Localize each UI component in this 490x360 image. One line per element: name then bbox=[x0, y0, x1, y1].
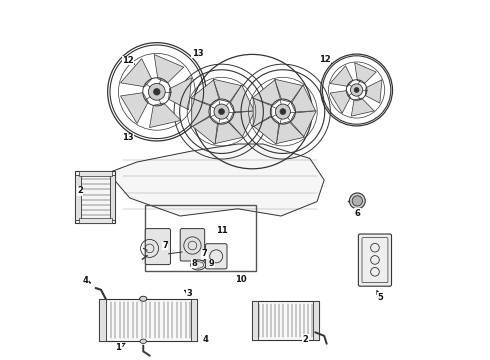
Polygon shape bbox=[191, 80, 219, 105]
Bar bbox=[99, 299, 197, 341]
Polygon shape bbox=[149, 103, 181, 127]
Polygon shape bbox=[193, 117, 218, 144]
Text: 10: 10 bbox=[235, 274, 246, 284]
Circle shape bbox=[280, 109, 286, 114]
Polygon shape bbox=[230, 85, 254, 112]
Circle shape bbox=[214, 104, 229, 119]
Text: 5: 5 bbox=[377, 292, 383, 302]
Bar bbox=[314, 301, 319, 340]
Polygon shape bbox=[169, 78, 192, 110]
Bar bbox=[145, 205, 256, 271]
Circle shape bbox=[148, 84, 165, 100]
Ellipse shape bbox=[191, 260, 206, 270]
Polygon shape bbox=[330, 66, 353, 86]
Circle shape bbox=[350, 84, 363, 96]
Text: 2: 2 bbox=[302, 335, 308, 343]
Text: 6: 6 bbox=[354, 209, 360, 217]
Text: 4: 4 bbox=[202, 335, 208, 343]
Text: 1: 1 bbox=[115, 343, 121, 352]
Polygon shape bbox=[351, 98, 374, 116]
Text: 12: 12 bbox=[319, 55, 331, 64]
Bar bbox=[75, 175, 81, 220]
Circle shape bbox=[275, 104, 291, 119]
Polygon shape bbox=[213, 79, 241, 102]
Bar bbox=[79, 171, 112, 176]
Polygon shape bbox=[215, 122, 243, 144]
Bar bbox=[191, 299, 197, 341]
Circle shape bbox=[352, 196, 363, 206]
Polygon shape bbox=[121, 59, 151, 87]
Polygon shape bbox=[276, 122, 304, 144]
Polygon shape bbox=[365, 80, 382, 103]
Text: 7: 7 bbox=[202, 249, 208, 258]
Text: 12: 12 bbox=[122, 56, 134, 65]
Polygon shape bbox=[252, 80, 280, 105]
FancyBboxPatch shape bbox=[145, 229, 171, 265]
Text: 4: 4 bbox=[83, 276, 89, 284]
Text: 13: 13 bbox=[122, 133, 134, 142]
FancyBboxPatch shape bbox=[205, 244, 227, 269]
Circle shape bbox=[219, 109, 224, 114]
Polygon shape bbox=[253, 98, 272, 127]
Text: 2: 2 bbox=[77, 186, 83, 195]
Polygon shape bbox=[274, 79, 303, 102]
Polygon shape bbox=[254, 117, 279, 144]
Bar bbox=[252, 301, 319, 340]
Polygon shape bbox=[355, 63, 376, 84]
FancyBboxPatch shape bbox=[358, 234, 392, 286]
Text: 11: 11 bbox=[216, 226, 227, 235]
Polygon shape bbox=[192, 98, 210, 127]
Text: 7: 7 bbox=[162, 241, 168, 250]
Bar bbox=[252, 301, 258, 340]
Circle shape bbox=[354, 87, 359, 93]
Polygon shape bbox=[291, 85, 316, 112]
Bar bbox=[79, 218, 112, 223]
Ellipse shape bbox=[140, 296, 147, 301]
Bar bbox=[99, 299, 106, 341]
FancyBboxPatch shape bbox=[180, 229, 205, 261]
Polygon shape bbox=[291, 111, 317, 136]
Bar bbox=[75, 171, 116, 223]
Bar bbox=[110, 175, 116, 220]
Text: 3: 3 bbox=[186, 289, 192, 298]
Polygon shape bbox=[330, 91, 350, 113]
Text: 8: 8 bbox=[191, 259, 197, 268]
Polygon shape bbox=[108, 144, 324, 216]
Polygon shape bbox=[229, 111, 255, 136]
Circle shape bbox=[153, 89, 160, 95]
Text: 13: 13 bbox=[192, 49, 203, 58]
Circle shape bbox=[349, 193, 365, 209]
Ellipse shape bbox=[140, 339, 147, 343]
Polygon shape bbox=[121, 93, 148, 123]
Polygon shape bbox=[154, 54, 184, 83]
Text: 9: 9 bbox=[209, 259, 215, 268]
